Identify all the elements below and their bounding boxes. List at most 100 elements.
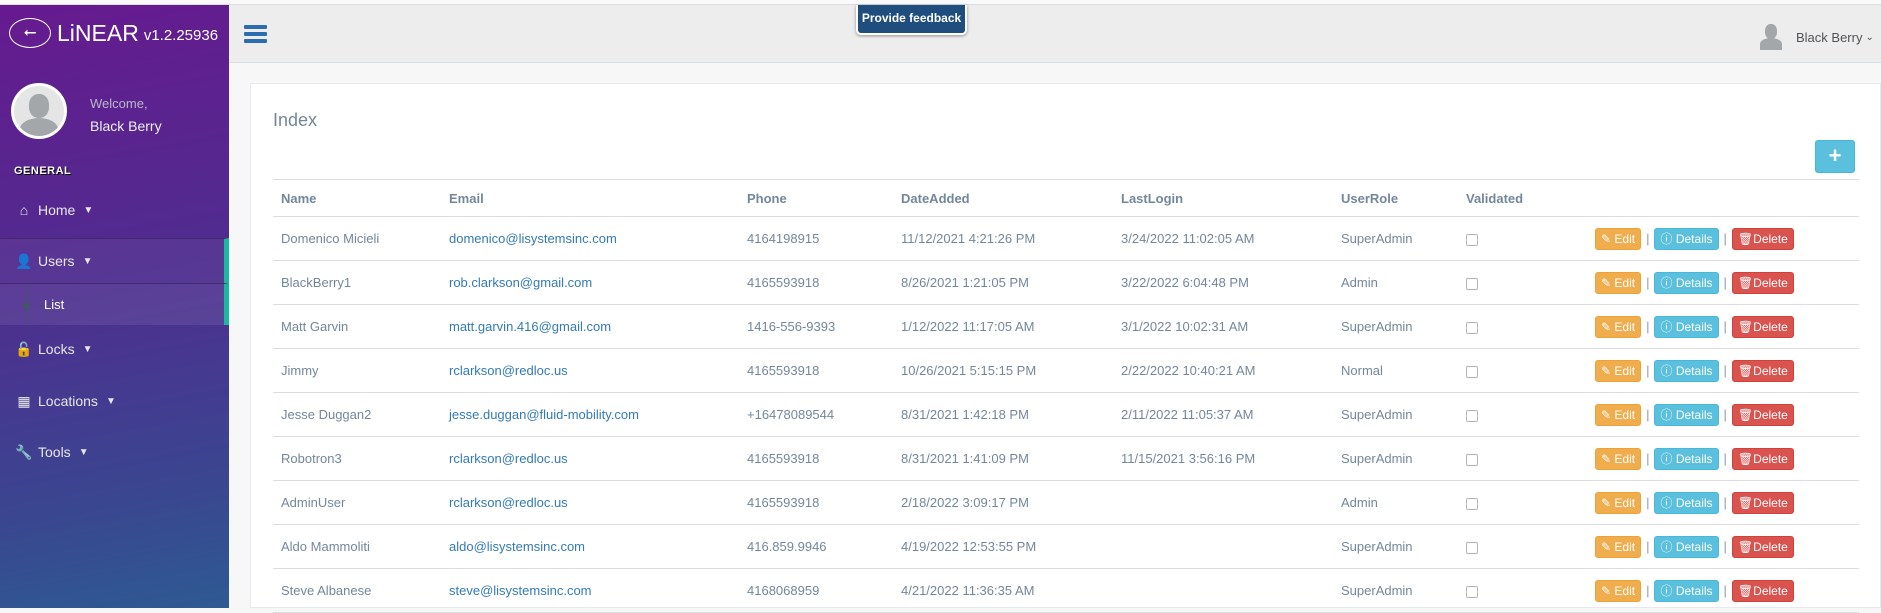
cell-validated — [1458, 480, 1565, 525]
email-link[interactable]: jesse.duggan@fluid-mobility.com — [449, 407, 639, 422]
cell-last-login — [1113, 568, 1333, 613]
brand[interactable]: ⭠ LiNEAR v1.2.25936 — [9, 18, 218, 48]
user-menu[interactable]: Black Berry ⌄ — [1760, 24, 1874, 50]
cell-email: rob.clarkson@gmail.com — [441, 260, 739, 305]
validated-checkbox[interactable] — [1466, 365, 1478, 378]
info-icon: ⓘ — [1660, 363, 1673, 378]
browser-strip — [0, 0, 1881, 5]
provide-feedback-button[interactable]: Provide feedback — [856, 5, 967, 35]
delete-button[interactable]: 🗑Delete — [1731, 227, 1794, 250]
sidebar-item-home[interactable]: ⌂ Home ▼ — [0, 195, 229, 225]
add-user-button[interactable]: + — [1815, 140, 1855, 173]
cell-email: domenico@lisystemsinc.com — [441, 216, 739, 261]
validated-checkbox[interactable] — [1466, 585, 1478, 598]
delete-button[interactable]: 🗑Delete — [1731, 447, 1794, 470]
email-link[interactable]: rob.clarkson@gmail.com — [449, 275, 593, 290]
delete-label: Delete — [1753, 495, 1788, 510]
details-button[interactable]: ⓘ Details — [1654, 579, 1719, 602]
trash-icon: 🗑 — [1737, 363, 1754, 378]
cell-email: steve@lisystemsinc.com — [441, 568, 739, 613]
edit-button[interactable]: ✎ Edit — [1595, 403, 1642, 426]
pencil-icon: ✎ — [1601, 363, 1612, 378]
email-link[interactable]: steve@lisystemsinc.com — [449, 583, 592, 598]
column-header[interactable]: Email — [441, 179, 739, 217]
sidebar-item-users[interactable]: 👤 Users ▼ — [0, 238, 229, 284]
info-icon: ⓘ — [1660, 407, 1673, 422]
validated-checkbox[interactable] — [1466, 541, 1478, 554]
email-link[interactable]: rclarkson@redloc.us — [449, 451, 568, 466]
validated-checkbox[interactable] — [1466, 497, 1478, 510]
app-name: LiNEAR — [57, 19, 139, 46]
edit-label: Edit — [1614, 583, 1636, 598]
edit-button[interactable]: ✎ Edit — [1595, 447, 1642, 470]
email-link[interactable]: matt.garvin.416@gmail.com — [449, 319, 612, 334]
edit-button[interactable]: ✎ Edit — [1595, 535, 1642, 558]
validated-checkbox[interactable] — [1466, 321, 1478, 334]
details-button[interactable]: ⓘ Details — [1654, 315, 1719, 338]
column-header[interactable]: Validated — [1458, 179, 1565, 217]
sidebar-item-locks[interactable]: 🔓 Locks ▼ — [0, 334, 229, 364]
edit-button[interactable]: ✎ Edit — [1595, 227, 1642, 250]
edit-button[interactable]: ✎ Edit — [1595, 579, 1642, 602]
validated-checkbox[interactable] — [1466, 277, 1478, 290]
edit-label: Edit — [1614, 275, 1636, 290]
sidebar-item-tools[interactable]: 🔧 Tools ▼ — [0, 437, 229, 467]
separator: | — [1723, 495, 1727, 510]
separator: | — [1646, 583, 1650, 598]
cell-actions: ✎ Edit | ⓘ Details | 🗑Delete — [1565, 216, 1859, 261]
chevron-down-icon: ▼ — [82, 343, 93, 355]
edit-button[interactable]: ✎ Edit — [1595, 271, 1642, 294]
validated-checkbox[interactable] — [1466, 409, 1478, 422]
column-header[interactable]: Phone — [739, 179, 893, 217]
sidebar-username: Black Berry — [90, 118, 162, 134]
separator: | — [1723, 363, 1727, 378]
details-button[interactable]: ⓘ Details — [1654, 359, 1719, 382]
email-link[interactable]: rclarkson@redloc.us — [449, 495, 568, 510]
sidebar-item-locations[interactable]: ▦ Locations ▼ — [0, 386, 229, 416]
cell-date-added: 2/18/2022 3:09:17 PM — [893, 480, 1113, 525]
column-header[interactable]: Name — [273, 179, 441, 217]
trash-icon: 🗑 — [1737, 495, 1754, 510]
delete-button[interactable]: 🗑Delete — [1731, 535, 1794, 558]
delete-button[interactable]: 🗑Delete — [1731, 359, 1794, 382]
details-button[interactable]: ⓘ Details — [1654, 491, 1719, 514]
details-label: Details — [1675, 319, 1713, 334]
delete-button[interactable]: 🗑Delete — [1731, 491, 1794, 514]
cell-name: Steve Albanese — [273, 568, 441, 613]
details-button[interactable]: ⓘ Details — [1654, 447, 1719, 470]
delete-button[interactable]: 🗑Delete — [1731, 315, 1794, 338]
table-row: Robotron3 rclarkson@redloc.us 4165593918… — [273, 436, 1859, 481]
email-link[interactable]: aldo@lisystemsinc.com — [449, 539, 586, 554]
edit-button[interactable]: ✎ Edit — [1595, 491, 1642, 514]
details-button[interactable]: ⓘ Details — [1654, 271, 1719, 294]
validated-checkbox[interactable] — [1466, 233, 1478, 246]
cell-validated — [1458, 216, 1565, 261]
info-icon: ⓘ — [1660, 539, 1673, 554]
edit-button[interactable]: ✎ Edit — [1595, 359, 1642, 382]
cell-user-role: Admin — [1333, 260, 1458, 305]
edit-label: Edit — [1614, 495, 1636, 510]
edit-button[interactable]: ✎ Edit — [1595, 315, 1642, 338]
table-row: Steve Albanese steve@lisystemsinc.com 41… — [273, 568, 1859, 613]
email-link[interactable]: domenico@lisystemsinc.com — [449, 231, 617, 246]
column-header[interactable]: UserRole — [1333, 179, 1458, 217]
separator: | — [1646, 231, 1650, 246]
cell-user-role: Normal — [1333, 348, 1458, 393]
unlock-icon: 🔓 — [15, 340, 33, 357]
delete-button[interactable]: 🗑Delete — [1731, 403, 1794, 426]
email-link[interactable]: rclarkson@redloc.us — [449, 363, 568, 378]
sidebar-subitem-list[interactable]: List — [0, 284, 224, 325]
delete-button[interactable]: 🗑Delete — [1731, 579, 1794, 602]
separator: | — [1723, 407, 1727, 422]
column-header[interactable]: LastLogin — [1113, 179, 1333, 217]
details-button[interactable]: ⓘ Details — [1654, 403, 1719, 426]
trash-icon: 🗑 — [1737, 407, 1754, 422]
details-button[interactable]: ⓘ Details — [1654, 227, 1719, 250]
menu-toggle-icon[interactable] — [244, 25, 267, 46]
column-header[interactable]: DateAdded — [893, 179, 1113, 217]
cell-user-role: SuperAdmin — [1333, 392, 1458, 437]
delete-button[interactable]: 🗑Delete — [1731, 271, 1794, 294]
active-indicator — [224, 284, 229, 325]
details-button[interactable]: ⓘ Details — [1654, 535, 1719, 558]
validated-checkbox[interactable] — [1466, 453, 1478, 466]
